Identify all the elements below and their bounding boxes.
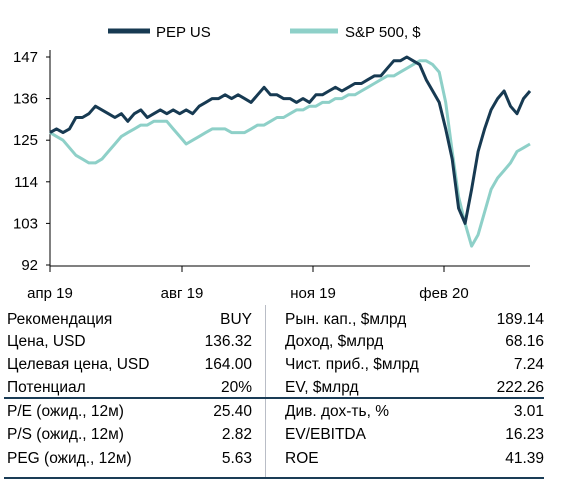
stat-left-value: 136.32 (204, 333, 252, 350)
stat-left-label: Целевая цена, USD (7, 356, 150, 373)
stat-left-label: Цена, USD (7, 333, 86, 350)
stat-right-row: Доход, $млрд 68.16 (285, 331, 544, 353)
stat-right-row: Чист. приб., $млрд 7.24 (285, 354, 544, 376)
stat-left-row: PEG (ожид., 12м) 5.63 (7, 448, 252, 470)
stat-left-label: P/E (ожид., 12м) (7, 403, 124, 420)
price-chart: 92 103 114 125 136 147 апр 19 авг 19 ноя 19 фев 2… (13, 24, 532, 302)
stat-left-label: P/S (ожид., 12м) (7, 426, 124, 443)
stat-right-label: Доход, $млрд (285, 333, 384, 350)
stat-right-label: ROE (285, 450, 319, 467)
stat-right-row: Рын. кап., $млрд 189.14 (285, 309, 544, 331)
stat-left-value: 20% (220, 379, 252, 396)
x-tick-label: апр 19 (27, 285, 73, 302)
stat-left-value: 5.63 (221, 450, 252, 467)
y-tick-label: 103 (13, 215, 38, 232)
stat-left-label: Рекомендация (7, 311, 113, 328)
stat-left-row: P/E (ожид., 12м) 25.40 (7, 401, 252, 423)
x-tick-label: фев 20 (419, 285, 469, 302)
stat-right-row: EV, $млрд 222.26 (285, 377, 544, 399)
stats-bottom-border (4, 477, 544, 479)
stat-right-label: Рын. кап., $млрд (285, 311, 407, 328)
stat-left-label: PEG (ожид., 12м) (7, 450, 132, 467)
stat-right-value: 7.24 (513, 356, 544, 373)
stat-right-row: Див. дох-ть, % 3.01 (285, 401, 544, 423)
stat-right-label: Див. дох-ть, % (285, 403, 389, 420)
stats-table: Рекомендация BUY Цена, USD 136.32 Целевая це… (0, 305, 573, 483)
stat-left-value: 25.40 (213, 403, 252, 420)
y-tick-label: 114 (14, 174, 38, 191)
stat-left-row: Целевая цена, USD 164.00 (7, 354, 252, 376)
stat-left-row: Потенциал 20% (7, 377, 252, 399)
stat-left-label: Потенциал (7, 379, 86, 396)
stat-right-value: 3.01 (513, 403, 544, 420)
y-tick-label: 125 (13, 132, 38, 149)
series-line-sp500 (49, 59, 531, 248)
stat-left-value: 164.00 (204, 356, 252, 373)
series-line-pep (49, 55, 532, 225)
stat-right-row: EV/EBITDA 16.23 (285, 424, 544, 446)
stat-right-label: EV/EBITDA (285, 426, 366, 443)
stats-column-divider (265, 305, 266, 477)
stat-right-value: 189.14 (496, 311, 544, 328)
legend-sp500-label: S&P 500, $ (345, 24, 421, 41)
stat-left-row: Рекомендация BUY (7, 309, 252, 331)
stat-left-value: BUY (220, 311, 252, 328)
stats-section-divider (4, 397, 544, 399)
stat-left-row: Цена, USD 136.32 (7, 331, 252, 353)
stat-right-label: Чист. приб., $млрд (285, 356, 419, 373)
stat-right-label: EV, $млрд (285, 379, 359, 396)
stat-left-row: P/S (ожид., 12м) 2.82 (7, 424, 252, 446)
x-tick-label: авг 19 (161, 285, 204, 302)
stat-right-value: 222.26 (496, 379, 544, 396)
y-tick-label: 92 (21, 257, 38, 274)
x-tick-label: ноя 19 (290, 285, 336, 302)
stat-right-row: ROE 41.39 (285, 448, 544, 470)
stat-right-value: 16.23 (505, 426, 544, 443)
y-tick-label: 147 (13, 49, 38, 66)
stat-right-value: 41.39 (505, 450, 544, 467)
stat-right-value: 68.16 (505, 333, 544, 350)
y-tick-label: 136 (13, 91, 38, 108)
legend-pep-label: PEP US (156, 24, 211, 41)
stat-left-value: 2.82 (221, 426, 252, 443)
